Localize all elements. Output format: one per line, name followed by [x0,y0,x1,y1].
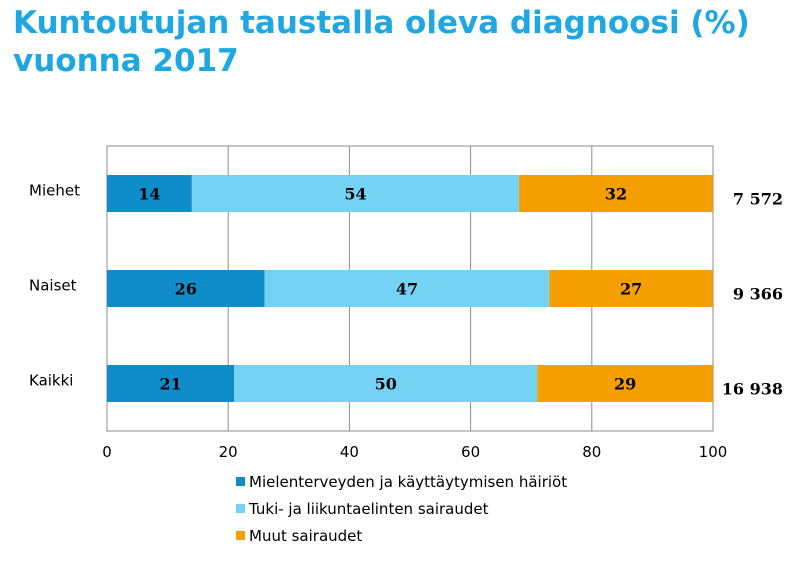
legend-item: Muut sairaudet [236,522,567,549]
x-tick-label: 80 [582,443,601,461]
category-label: Miehet [29,182,80,200]
legend-label: Muut sairaudet [249,526,363,545]
bar-segment [107,270,265,307]
legend-item: Tuki- ja liikuntaelinten sairaudet [236,495,567,522]
legend-swatch [236,504,245,513]
total-label: 16 938 [722,380,783,399]
x-tick-label: 100 [699,443,728,461]
chart-legend: Mielenterveyden ja käyttäytymisen häiriö… [236,468,567,549]
bar-segment [549,270,713,307]
bar-segment [264,270,550,307]
data-label: 27 [620,280,642,299]
bar-segment [234,365,538,402]
chart-title-line-2: vuonna 2017 [13,43,239,79]
x-tick-label: 40 [340,443,359,461]
data-label: 54 [344,185,366,204]
x-tick-label: 0 [102,443,112,461]
data-label: 26 [175,280,197,299]
chart-title: Kuntoutujan taustalla oleva diagnoosi (%… [13,4,783,80]
x-tick-label: 20 [219,443,238,461]
legend-label: Tuki- ja liikuntaelinten sairaudet [249,499,489,518]
bar-segment [519,175,713,212]
data-label: 32 [605,185,627,204]
bar-segment [191,175,520,212]
total-label: 7 572 [733,190,783,209]
total-label: 9 366 [733,285,783,304]
data-label: 50 [375,375,397,394]
data-label: 47 [396,280,418,299]
stacked-bar-chart: 0 20 40 60 80 100 14 54 32 Miehet 7 572 26 47 27 Naise… [29,145,783,461]
legend-item: Mielenterveyden ja käyttäytymisen häiriö… [236,468,567,495]
x-tick-label: 60 [461,443,480,461]
legend-label: Mielenterveyden ja käyttäytymisen häiriö… [249,472,568,491]
data-label: 14 [138,185,160,204]
legend-swatch [236,477,245,486]
data-label: 29 [614,375,636,394]
chart-title-line-1: Kuntoutujan taustalla oleva diagnoosi (%… [13,5,750,41]
legend-swatch [236,531,245,540]
data-label: 21 [159,375,181,394]
category-label: Naiset [29,277,77,295]
bar-segment [107,175,192,212]
category-label: Kaikki [29,372,73,390]
bar-segment [537,365,713,402]
bar-segment [107,365,235,402]
